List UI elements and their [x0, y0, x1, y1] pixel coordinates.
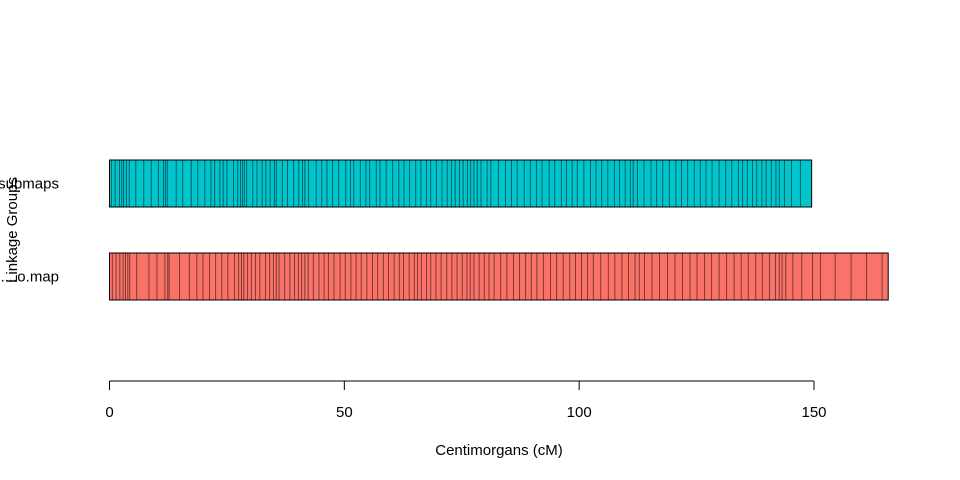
y-axis-title: Linkage Groups	[4, 177, 21, 283]
group-label-0: ....submaps	[0, 176, 59, 193]
x-tick-label: 50	[336, 404, 353, 421]
x-tick-label: 100	[567, 404, 592, 421]
linkage-group-1	[109, 252, 889, 301]
x-axis-title: Centimorgans (cM)	[435, 442, 563, 459]
x-tick-label: 150	[801, 404, 826, 421]
linkage-group-0	[109, 159, 813, 208]
x-tick-label: 0	[105, 404, 113, 421]
y-axis-group-labels: ....submaps ....o.map	[0, 176, 59, 286]
group-label-1: ....o.map	[1, 269, 59, 286]
x-axis-ticks: 0 50 100 150	[105, 381, 827, 421]
linkage-group-bar	[109, 252, 889, 301]
linkage-group-bars	[109, 159, 889, 301]
